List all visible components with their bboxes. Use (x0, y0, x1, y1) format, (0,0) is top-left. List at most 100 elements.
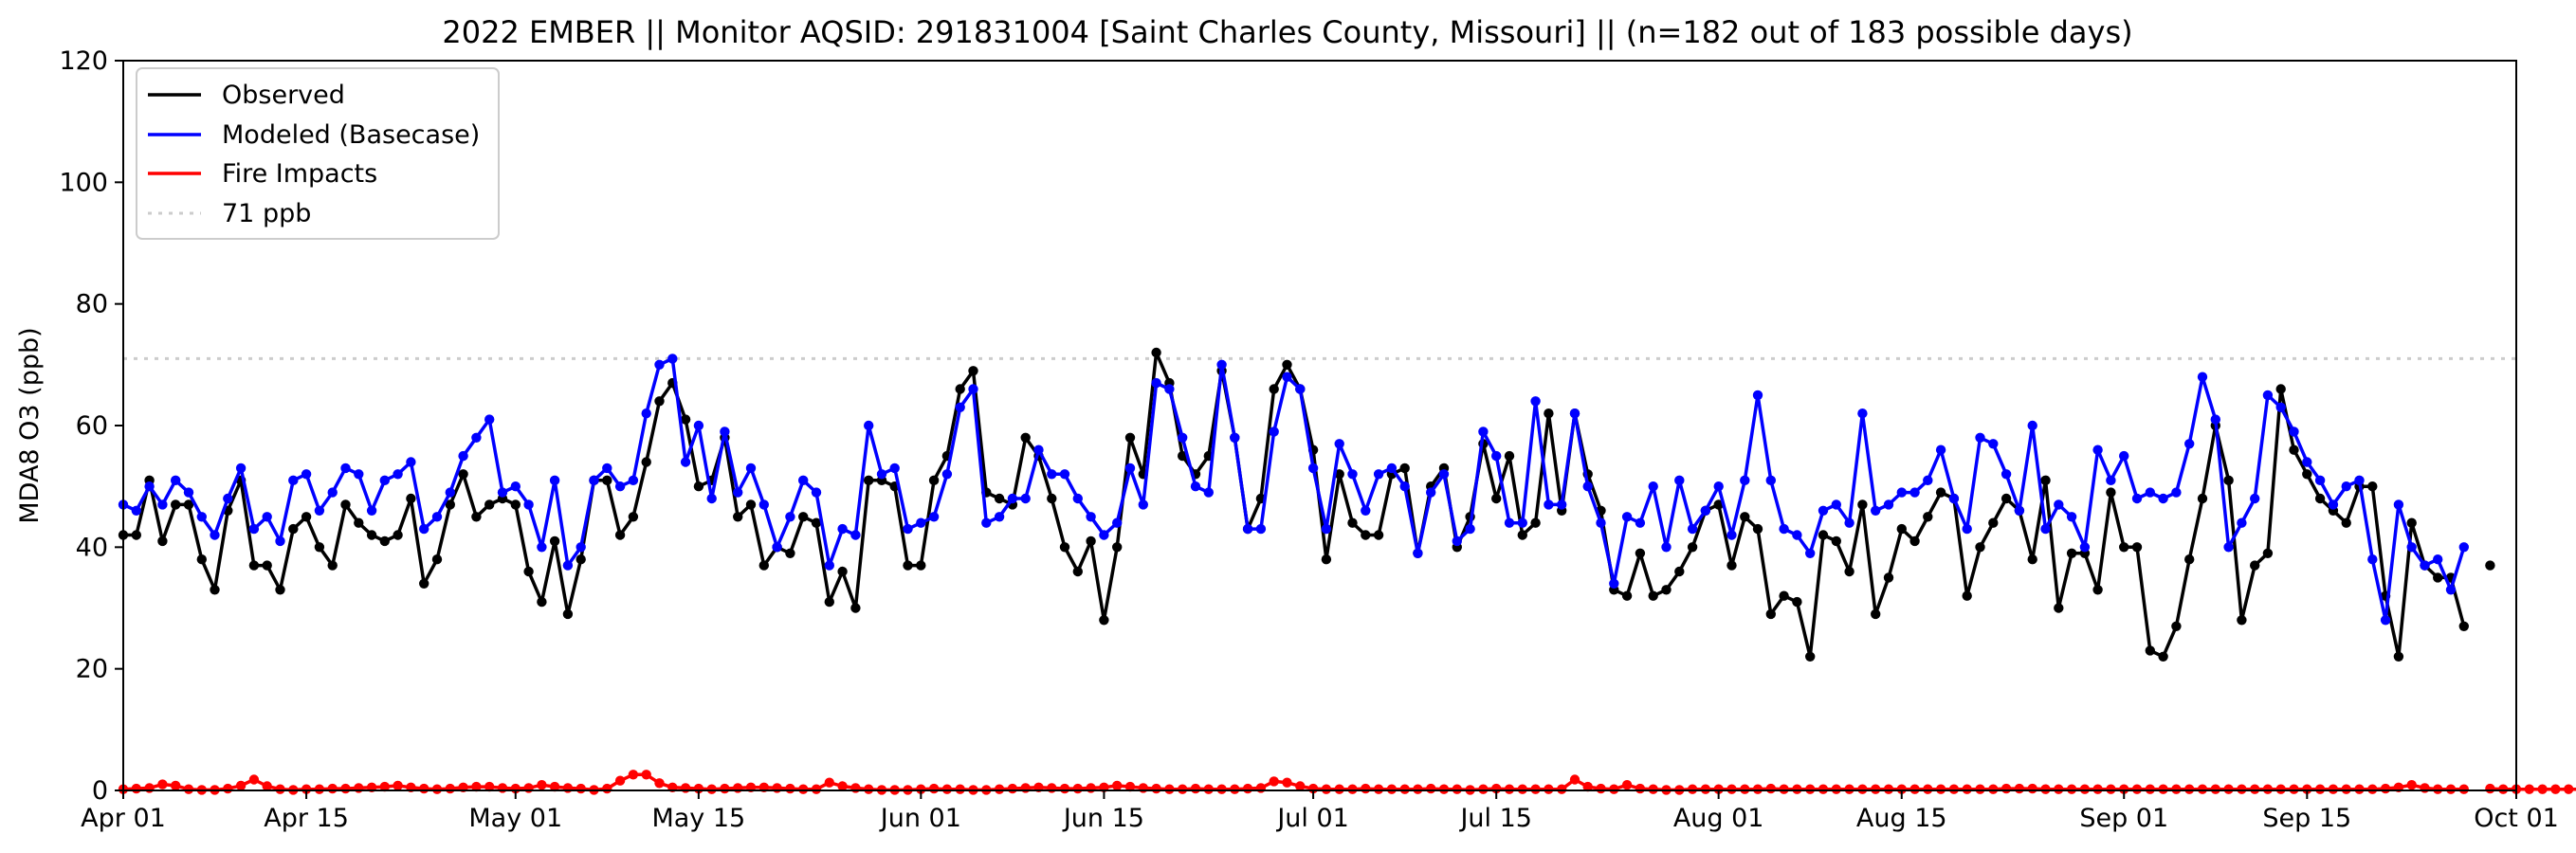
x-tick-label: Apr 15 (264, 804, 349, 833)
data-point (1935, 445, 1946, 455)
data-point (1478, 784, 1489, 794)
plot-background (123, 61, 2516, 790)
data-point (1557, 784, 1567, 794)
data-point (864, 784, 874, 794)
data-point (785, 783, 795, 794)
data-point (131, 505, 141, 516)
data-point (171, 780, 181, 791)
data-point (1178, 432, 1188, 443)
data-point (798, 475, 809, 485)
data-point (1413, 784, 1423, 794)
data-point (1883, 784, 1894, 794)
data-point (1399, 784, 1410, 794)
data-point (1334, 469, 1344, 480)
data-point (1242, 783, 1253, 794)
data-point (1661, 585, 1672, 595)
data-point (549, 535, 560, 547)
data-point (419, 523, 429, 535)
data-point (235, 463, 247, 474)
data-point (1544, 408, 1554, 419)
data-point (1086, 535, 1096, 547)
data-point (1086, 512, 1096, 522)
data-point (798, 784, 809, 794)
data-point (1713, 784, 1724, 794)
data-point (262, 781, 272, 791)
data-point (1164, 784, 1175, 794)
data-point (589, 475, 599, 485)
data-point (2393, 499, 2404, 510)
data-point (2092, 784, 2103, 794)
data-point (523, 566, 534, 577)
data-point (354, 517, 364, 528)
x-tick-label: Jul 01 (1275, 804, 1349, 833)
data-point (1138, 783, 1149, 793)
data-point (327, 487, 338, 498)
data-point (1361, 530, 1371, 540)
data-point (314, 505, 325, 516)
data-point (2184, 439, 2195, 449)
data-point (2027, 783, 2037, 794)
data-point (1792, 530, 1802, 540)
data-point (811, 517, 822, 528)
data-point (2289, 784, 2299, 794)
data-point (419, 578, 429, 589)
data-point (837, 781, 848, 791)
data-point (2433, 554, 2443, 565)
series-fire-impacts (118, 770, 2576, 795)
data-point (928, 783, 940, 794)
data-point (1307, 463, 1319, 474)
data-point (1871, 505, 1881, 516)
data-point (680, 414, 691, 425)
data-point (602, 463, 612, 474)
data-point (1713, 481, 1724, 492)
data-point (1844, 784, 1854, 794)
data-point (1452, 535, 1463, 547)
data-point (1765, 783, 1777, 794)
data-point (2066, 548, 2077, 558)
data-point (497, 783, 508, 793)
data-point (941, 469, 953, 480)
data-point (2171, 487, 2182, 498)
y-tick-label: 20 (76, 655, 108, 684)
data-point (785, 512, 795, 522)
data-point (680, 457, 691, 467)
data-point (1295, 384, 1306, 394)
data-point (1216, 359, 1227, 370)
data-point (2106, 784, 2116, 794)
data-point (1504, 784, 1515, 794)
data-point (994, 784, 1005, 794)
data-point (1321, 784, 1332, 794)
data-point (1765, 608, 1777, 620)
data-point (2250, 493, 2260, 504)
data-point (183, 784, 194, 794)
data-point (523, 499, 534, 510)
data-point (471, 781, 482, 792)
data-point (2367, 481, 2378, 492)
data-point (1242, 523, 1253, 535)
data-point (1831, 499, 1842, 510)
data-point (2001, 493, 2012, 504)
data-point (484, 499, 495, 510)
data-point (2314, 493, 2326, 504)
data-point (916, 517, 926, 528)
data-point (903, 523, 913, 535)
data-point (1871, 784, 1881, 794)
data-point (1700, 505, 1711, 516)
data-point (1909, 535, 1920, 547)
data-point (2197, 493, 2208, 504)
data-point (641, 770, 651, 780)
data-point (1426, 783, 1436, 794)
x-tick-label: Oct 01 (2474, 804, 2559, 833)
data-point (824, 560, 834, 571)
data-point (968, 366, 978, 376)
data-point (1059, 783, 1070, 794)
data-point (2420, 783, 2430, 793)
data-point (654, 778, 665, 789)
data-point (1452, 784, 1463, 794)
data-point (1544, 499, 1554, 510)
data-point (1609, 784, 1619, 794)
legend-label-fire: Fire Impacts (222, 159, 377, 189)
data-point (2197, 372, 2208, 382)
data-point (1831, 784, 1842, 794)
data-point (1530, 396, 1541, 407)
